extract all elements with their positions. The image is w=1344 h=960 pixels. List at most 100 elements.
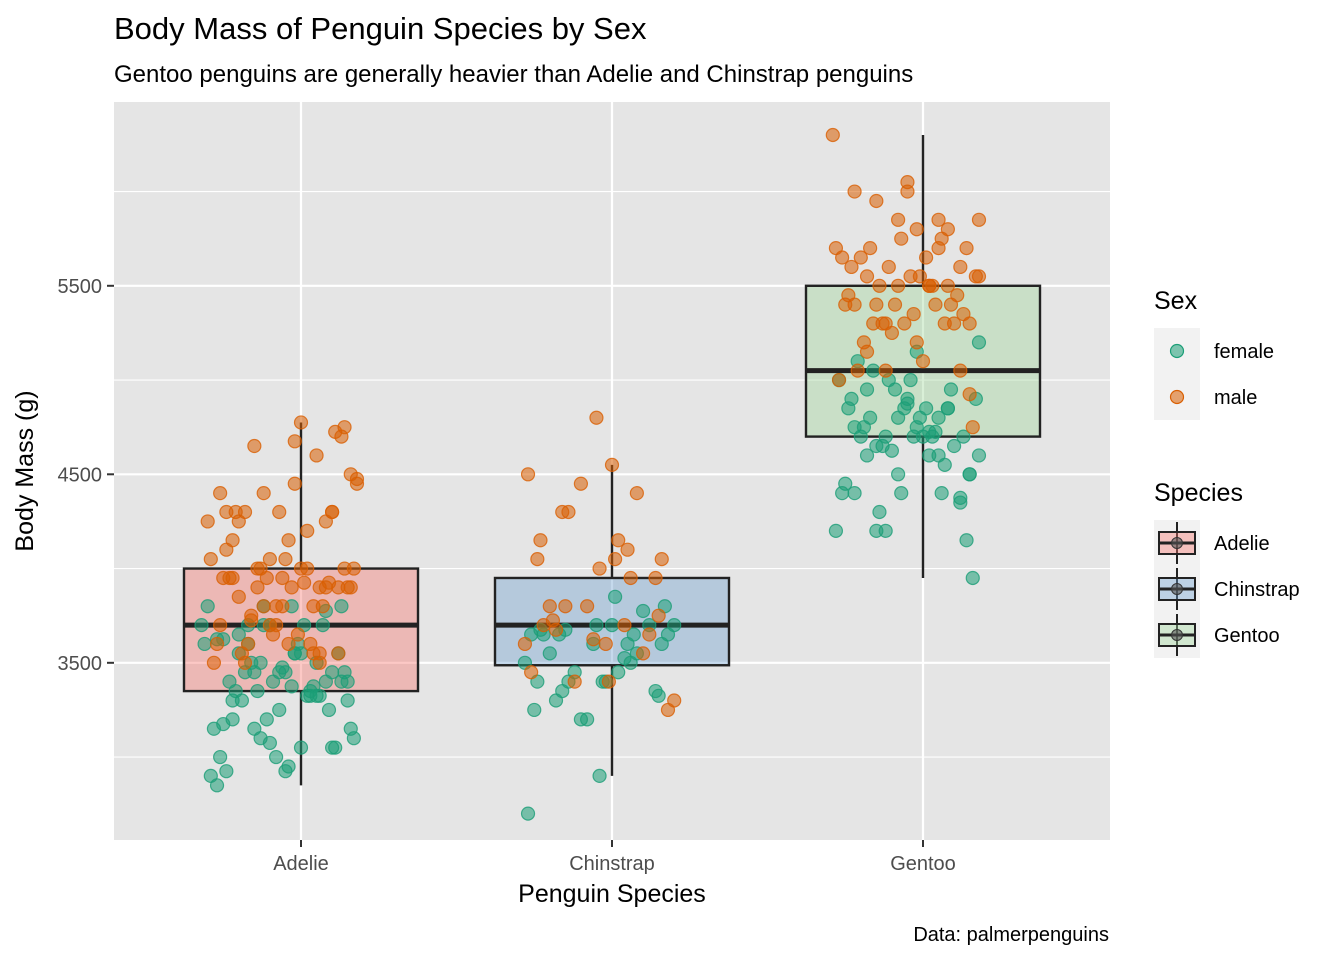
data-point-female bbox=[592, 768, 607, 784]
data-point-female bbox=[891, 467, 906, 482]
data-point-female bbox=[887, 382, 903, 397]
chart-title: Body Mass of Penguin Species by Sex bbox=[114, 11, 647, 46]
data-point-male bbox=[953, 259, 968, 275]
data-point-male bbox=[256, 599, 271, 614]
data-point-male bbox=[259, 570, 274, 586]
data-point-male bbox=[617, 618, 632, 633]
data-point-male bbox=[906, 306, 921, 322]
data-point-male bbox=[956, 306, 971, 322]
data-point-female bbox=[611, 665, 626, 680]
data-point-male bbox=[349, 471, 365, 487]
data-point-female bbox=[934, 486, 949, 501]
data-point-male bbox=[561, 504, 576, 520]
data-point-male bbox=[222, 570, 237, 586]
data-point-male bbox=[841, 288, 856, 303]
data-point-male bbox=[284, 580, 299, 595]
data-point-female bbox=[343, 721, 358, 736]
data-point-male bbox=[269, 618, 284, 633]
data-point-male bbox=[256, 486, 271, 501]
data-point-female bbox=[209, 778, 225, 793]
data-point-male bbox=[928, 297, 943, 312]
data-point-male bbox=[660, 702, 676, 718]
data-point-male bbox=[875, 316, 890, 331]
data-point-male bbox=[346, 561, 361, 576]
data-point-female bbox=[971, 448, 987, 463]
data-point-female bbox=[604, 618, 620, 633]
data-point-male bbox=[859, 269, 875, 284]
data-point-female bbox=[272, 702, 287, 718]
data-point-male bbox=[293, 415, 309, 430]
data-point-male bbox=[250, 580, 265, 595]
data-point-male bbox=[598, 636, 613, 652]
data-point-male bbox=[325, 504, 340, 520]
x-axis: Adelie Chinstrap Gentoo bbox=[273, 840, 956, 875]
data-point-male bbox=[900, 175, 915, 190]
data-point-male bbox=[872, 278, 887, 293]
data-point-female bbox=[340, 674, 355, 689]
data-point-female bbox=[828, 523, 844, 538]
data-point-male bbox=[654, 552, 669, 567]
data-point-male bbox=[912, 269, 927, 284]
data-point-female bbox=[866, 363, 881, 378]
data-point-male bbox=[881, 259, 896, 275]
data-point-male bbox=[909, 335, 924, 350]
data-point-female bbox=[231, 627, 246, 642]
legend-point bbox=[1171, 537, 1183, 549]
data-point-male bbox=[891, 278, 906, 293]
data-point-female bbox=[269, 749, 284, 765]
data-point-female bbox=[943, 382, 959, 397]
data-point-male bbox=[269, 599, 284, 614]
legend-species-title: Species bbox=[1154, 479, 1243, 507]
y-axis-title: Body Mass (g) bbox=[11, 390, 39, 551]
data-point-female bbox=[863, 410, 878, 425]
data-point-male bbox=[287, 476, 302, 491]
data-point-male bbox=[950, 288, 965, 303]
data-point-female bbox=[293, 740, 309, 755]
data-point-female bbox=[250, 683, 265, 699]
data-point-female bbox=[962, 467, 977, 482]
legend-point-female bbox=[1169, 343, 1185, 359]
data-point-female bbox=[325, 740, 340, 755]
data-point-male bbox=[533, 533, 548, 548]
y-tick-label: 4500 bbox=[58, 464, 103, 486]
data-point-male bbox=[580, 599, 595, 614]
data-point-male bbox=[971, 269, 987, 284]
legend-label-chinstrap: Chinstrap bbox=[1214, 579, 1300, 601]
data-point-male bbox=[213, 618, 228, 633]
data-point-male bbox=[835, 250, 850, 265]
data-point-female bbox=[225, 693, 240, 708]
legend-sex-entries: female male bbox=[1154, 328, 1274, 420]
data-point-male bbox=[863, 240, 878, 256]
data-point-female bbox=[520, 806, 536, 821]
data-point-male bbox=[567, 674, 582, 689]
data-point-female bbox=[197, 636, 212, 652]
data-point-male bbox=[844, 259, 859, 275]
legend-point-male bbox=[1169, 389, 1185, 405]
data-point-female bbox=[635, 603, 651, 619]
data-point-male bbox=[318, 580, 333, 595]
data-point-male bbox=[887, 297, 903, 312]
y-tick-label: 3500 bbox=[58, 653, 103, 675]
data-point-male bbox=[937, 316, 952, 331]
data-point-male bbox=[262, 552, 277, 567]
y-axis: 3500 4500 5500 bbox=[58, 276, 114, 675]
data-point-male bbox=[953, 363, 968, 378]
data-point-male bbox=[592, 561, 607, 576]
data-point-female bbox=[272, 665, 287, 680]
data-point-male bbox=[573, 476, 589, 491]
data-point-female bbox=[259, 712, 274, 727]
data-point-male bbox=[200, 514, 215, 529]
data-point-female bbox=[573, 712, 589, 727]
data-point-female bbox=[340, 693, 355, 708]
data-point-female bbox=[589, 618, 604, 633]
data-point-male bbox=[530, 552, 545, 567]
data-point-male bbox=[589, 410, 604, 425]
data-point-male bbox=[831, 372, 847, 388]
data-point-female bbox=[315, 618, 330, 633]
data-point-male bbox=[859, 344, 875, 359]
data-point-female bbox=[946, 438, 962, 454]
data-point-male bbox=[642, 627, 657, 642]
data-point-male bbox=[850, 363, 865, 378]
data-point-male bbox=[290, 627, 305, 642]
